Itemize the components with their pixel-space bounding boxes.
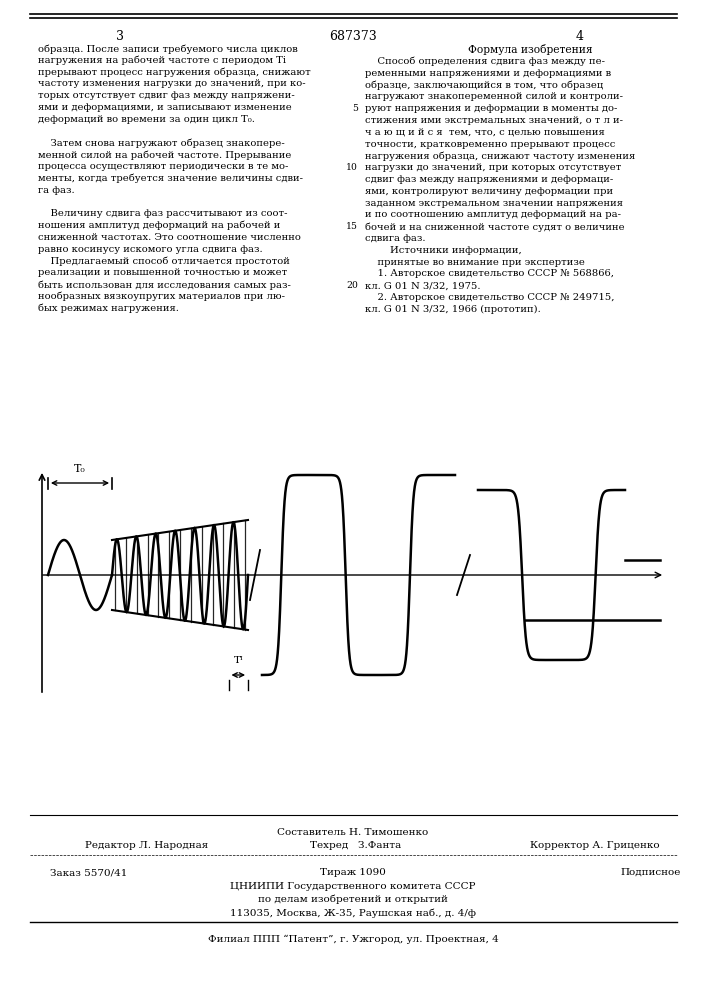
Text: сдвига фаз.: сдвига фаз.	[365, 234, 426, 243]
Text: Подписное: Подписное	[620, 868, 680, 877]
Text: торых отсутствует сдвиг фаз между напряжени-: торых отсутствует сдвиг фаз между напряж…	[38, 91, 295, 100]
Text: точности, кратковременно прерывают процесс: точности, кратковременно прерывают проце…	[365, 140, 615, 149]
Text: Затем снова нагружают образец знакопере-: Затем снова нагружают образец знакопере-	[38, 138, 285, 148]
Text: Техред   З.Фанта: Техред З.Фанта	[310, 841, 402, 850]
Text: Редактор Л. Народная: Редактор Л. Народная	[85, 841, 209, 850]
Text: кл. G 01 N 3/32, 1975.: кл. G 01 N 3/32, 1975.	[365, 281, 481, 290]
Text: 3: 3	[116, 30, 124, 43]
Text: Составитель Н. Тимошенко: Составитель Н. Тимошенко	[277, 828, 428, 837]
Text: принятые во внимание при экспертизе: принятые во внимание при экспертизе	[365, 258, 585, 267]
Text: ями, контролируют величину деформации при: ями, контролируют величину деформации пр…	[365, 187, 613, 196]
Text: по делам изобретений и открытий: по делам изобретений и открытий	[258, 895, 448, 904]
Text: Источники информации,: Источники информации,	[365, 246, 522, 255]
Text: деформаций во времени за один цикл T₀.: деформаций во времени за один цикл T₀.	[38, 115, 255, 124]
Text: Величину сдвига фаз рассчитывают из соот-: Величину сдвига фаз рассчитывают из соот…	[38, 209, 288, 218]
Text: бочей и на сниженной частоте судят о величине: бочей и на сниженной частоте судят о вел…	[365, 222, 624, 232]
Text: T₀: T₀	[74, 464, 86, 474]
Text: ЦНИИПИ Государственного комитета СССР: ЦНИИПИ Государственного комитета СССР	[230, 882, 476, 891]
Text: Филиал ППП “Патент”, г. Ужгород, ул. Проектная, 4: Филиал ППП “Патент”, г. Ужгород, ул. Про…	[208, 935, 498, 944]
Text: бых режимах нагружения.: бых режимах нагружения.	[38, 304, 179, 313]
Text: 113035, Москва, Ж-35, Раушская наб., д. 4/ф: 113035, Москва, Ж-35, Раушская наб., д. …	[230, 908, 476, 918]
Text: 687373: 687373	[329, 30, 377, 43]
Text: 1. Авторское свидетельство СССР № 568866,: 1. Авторское свидетельство СССР № 568866…	[365, 269, 614, 278]
Text: ями и деформациями, и записывают изменение: ями и деформациями, и записывают изменен…	[38, 103, 292, 112]
Text: образца. После записи требуемого числа циклов: образца. После записи требуемого числа ц…	[38, 44, 298, 53]
Text: нообразных вязкоупругих материалов при лю-: нообразных вязкоупругих материалов при л…	[38, 292, 285, 301]
Text: кл. G 01 N 3/32, 1966 (прототип).: кл. G 01 N 3/32, 1966 (прототип).	[365, 305, 541, 314]
Text: ременными напряжениями и деформациями в: ременными напряжениями и деформациями в	[365, 69, 611, 78]
Text: сдвиг фаз между напряжениями и деформаци-: сдвиг фаз между напряжениями и деформаци…	[365, 175, 613, 184]
Text: руют напряжения и деформации в моменты до-: руют напряжения и деформации в моменты д…	[365, 104, 617, 113]
Text: образце, заключающийся в том, что образец: образце, заключающийся в том, что образе…	[365, 81, 603, 90]
Text: менной силой на рабочей частоте. Прерывание: менной силой на рабочей частоте. Прерыва…	[38, 150, 291, 160]
Text: равно косинусу искомого угла сдвига фаз.: равно косинусу искомого угла сдвига фаз.	[38, 245, 262, 254]
Text: заданном экстремальном значении напряжения: заданном экстремальном значении напряжен…	[365, 199, 623, 208]
Text: Корректор А. Гриценко: Корректор А. Гриценко	[530, 841, 660, 850]
Text: 5: 5	[352, 104, 358, 113]
Text: менты, когда требуется значение величины сдви-: менты, когда требуется значение величины…	[38, 174, 303, 183]
Text: га фаз.: га фаз.	[38, 186, 75, 195]
Text: Формула изобретения: Формула изобретения	[468, 44, 592, 55]
Text: процесса осуществляют периодически в те мо-: процесса осуществляют периодически в те …	[38, 162, 288, 171]
Text: частоту изменения нагрузки до значений, при ко-: частоту изменения нагрузки до значений, …	[38, 79, 305, 88]
Text: быть использован для исследования самых раз-: быть использован для исследования самых …	[38, 280, 291, 290]
Text: Тираж 1090: Тираж 1090	[320, 868, 386, 877]
Text: нагружения на рабочей частоте с периодом Ti: нагружения на рабочей частоте с периодом…	[38, 56, 286, 65]
Text: сниженной частотах. Это соотношение численно: сниженной частотах. Это соотношение числ…	[38, 233, 301, 242]
Text: нагружения образца, снижают частоту изменения: нагружения образца, снижают частоту изме…	[365, 151, 636, 161]
Text: Tᴵ: Tᴵ	[233, 656, 243, 665]
Text: ношения амплитуд деформаций на рабочей и: ношения амплитуд деформаций на рабочей и	[38, 221, 281, 231]
Text: нагрузки до значений, при которых отсутствует: нагрузки до значений, при которых отсутс…	[365, 163, 621, 172]
Text: Заказ 5570/41: Заказ 5570/41	[50, 868, 127, 877]
Text: 2. Авторское свидетельство СССР № 249715,: 2. Авторское свидетельство СССР № 249715…	[365, 293, 614, 302]
Text: и по соотношению амплитуд деформаций на ра-: и по соотношению амплитуд деформаций на …	[365, 210, 621, 219]
Text: 20: 20	[346, 281, 358, 290]
Text: 10: 10	[346, 163, 358, 172]
Text: 4: 4	[576, 30, 584, 43]
Text: Предлагаемый способ отличается простотой: Предлагаемый способ отличается простотой	[38, 256, 290, 266]
Text: ч а ю щ и й с я  тем, что, с целью повышения: ч а ю щ и й с я тем, что, с целью повыше…	[365, 128, 604, 137]
Text: реализации и повышенной точностью и может: реализации и повышенной точностью и може…	[38, 268, 287, 277]
Text: 15: 15	[346, 222, 358, 231]
Text: прерывают процесс нагружения образца, снижают: прерывают процесс нагружения образца, сн…	[38, 68, 311, 77]
Text: стижения ими экстремальных значений, о т л и-: стижения ими экстремальных значений, о т…	[365, 116, 623, 125]
Text: Способ определения сдвига фаз между пе-: Способ определения сдвига фаз между пе-	[365, 57, 605, 66]
Text: нагружают знакопеременной силой и контроли-: нагружают знакопеременной силой и контро…	[365, 92, 623, 101]
